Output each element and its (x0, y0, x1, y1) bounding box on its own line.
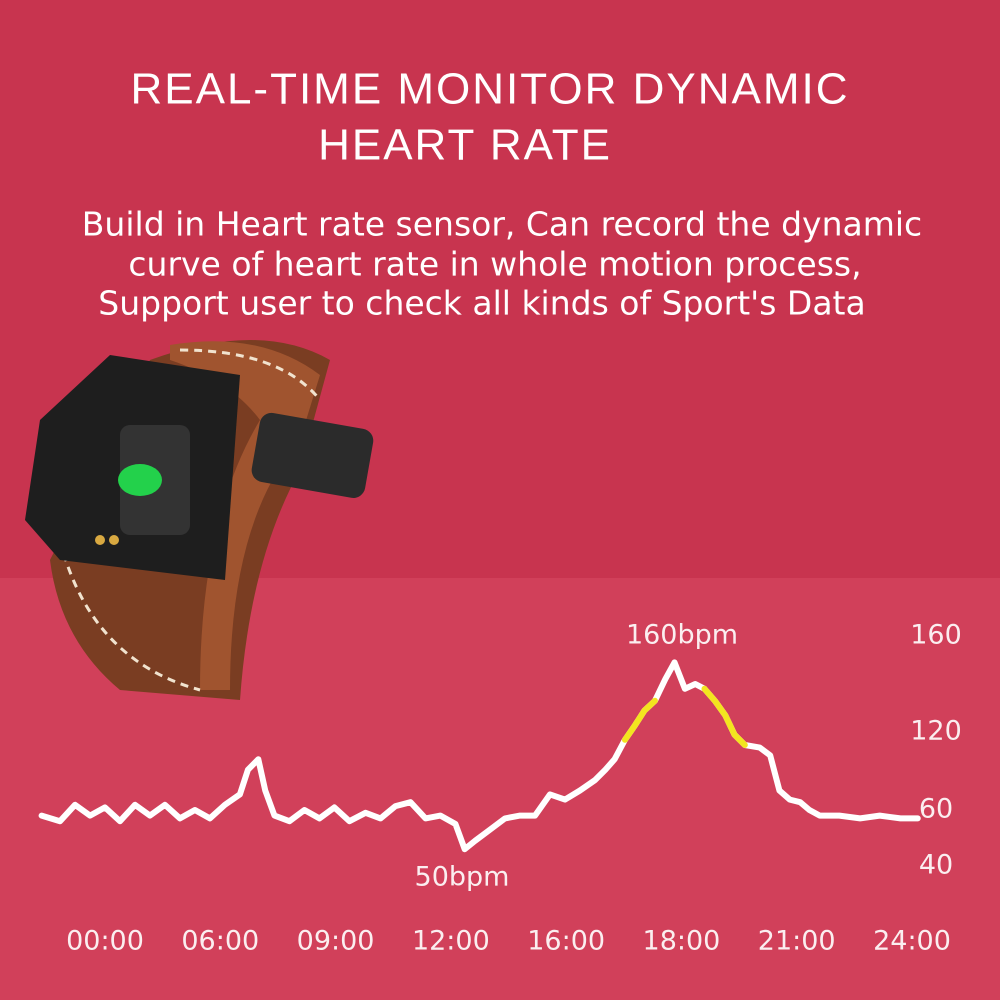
title-line: REAL-TIME MONITOR DYNAMIC (130, 65, 849, 114)
x-tick-label: 21:00 (758, 926, 836, 957)
x-tick-label: 18:00 (643, 926, 721, 957)
watch-image (25, 340, 374, 700)
y-tick-label: 120 (910, 716, 962, 747)
heart-rate-line (701, 685, 748, 748)
heart-rate-line (621, 697, 658, 743)
x-tick-label: 00:00 (66, 926, 144, 957)
y-tick-label: 160 (910, 620, 962, 651)
title-line: HEART RATE (318, 121, 612, 170)
y-tick-label: 40 (919, 850, 953, 881)
annotation: 50bpm (415, 862, 510, 893)
annotation: 160bpm (626, 620, 738, 651)
x-tick-label: 16:00 (527, 926, 605, 957)
subtitle-line: curve of heart rate in whole motion proc… (128, 245, 861, 284)
x-tick-label: 09:00 (297, 926, 375, 957)
y-tick-label: 60 (919, 794, 953, 825)
subtitle-line: Support user to check all kinds of Sport… (98, 284, 865, 323)
subtitle-line: Build in Heart rate sensor, Can record t… (82, 205, 922, 244)
x-tick-label: 06:00 (181, 926, 259, 957)
heart-rate-line (38, 659, 921, 853)
x-tick-label: 24:00 (873, 926, 951, 957)
x-tick-label: 12:00 (412, 926, 490, 957)
